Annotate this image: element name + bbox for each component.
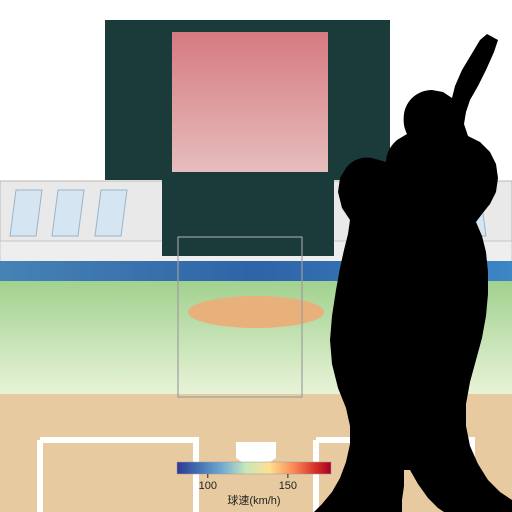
stands-window — [10, 190, 42, 236]
speed-legend-bar — [177, 462, 331, 474]
stands-window — [95, 190, 127, 236]
stands-window — [52, 190, 84, 236]
scoreboard-pillar — [162, 180, 334, 256]
legend-axis-label: 球速(km/h) — [227, 493, 280, 507]
pitchers-mound — [188, 296, 324, 328]
legend-tick-label: 150 — [279, 480, 297, 492]
scoreboard-screen — [172, 32, 328, 172]
legend-tick-label: 100 — [199, 480, 217, 492]
